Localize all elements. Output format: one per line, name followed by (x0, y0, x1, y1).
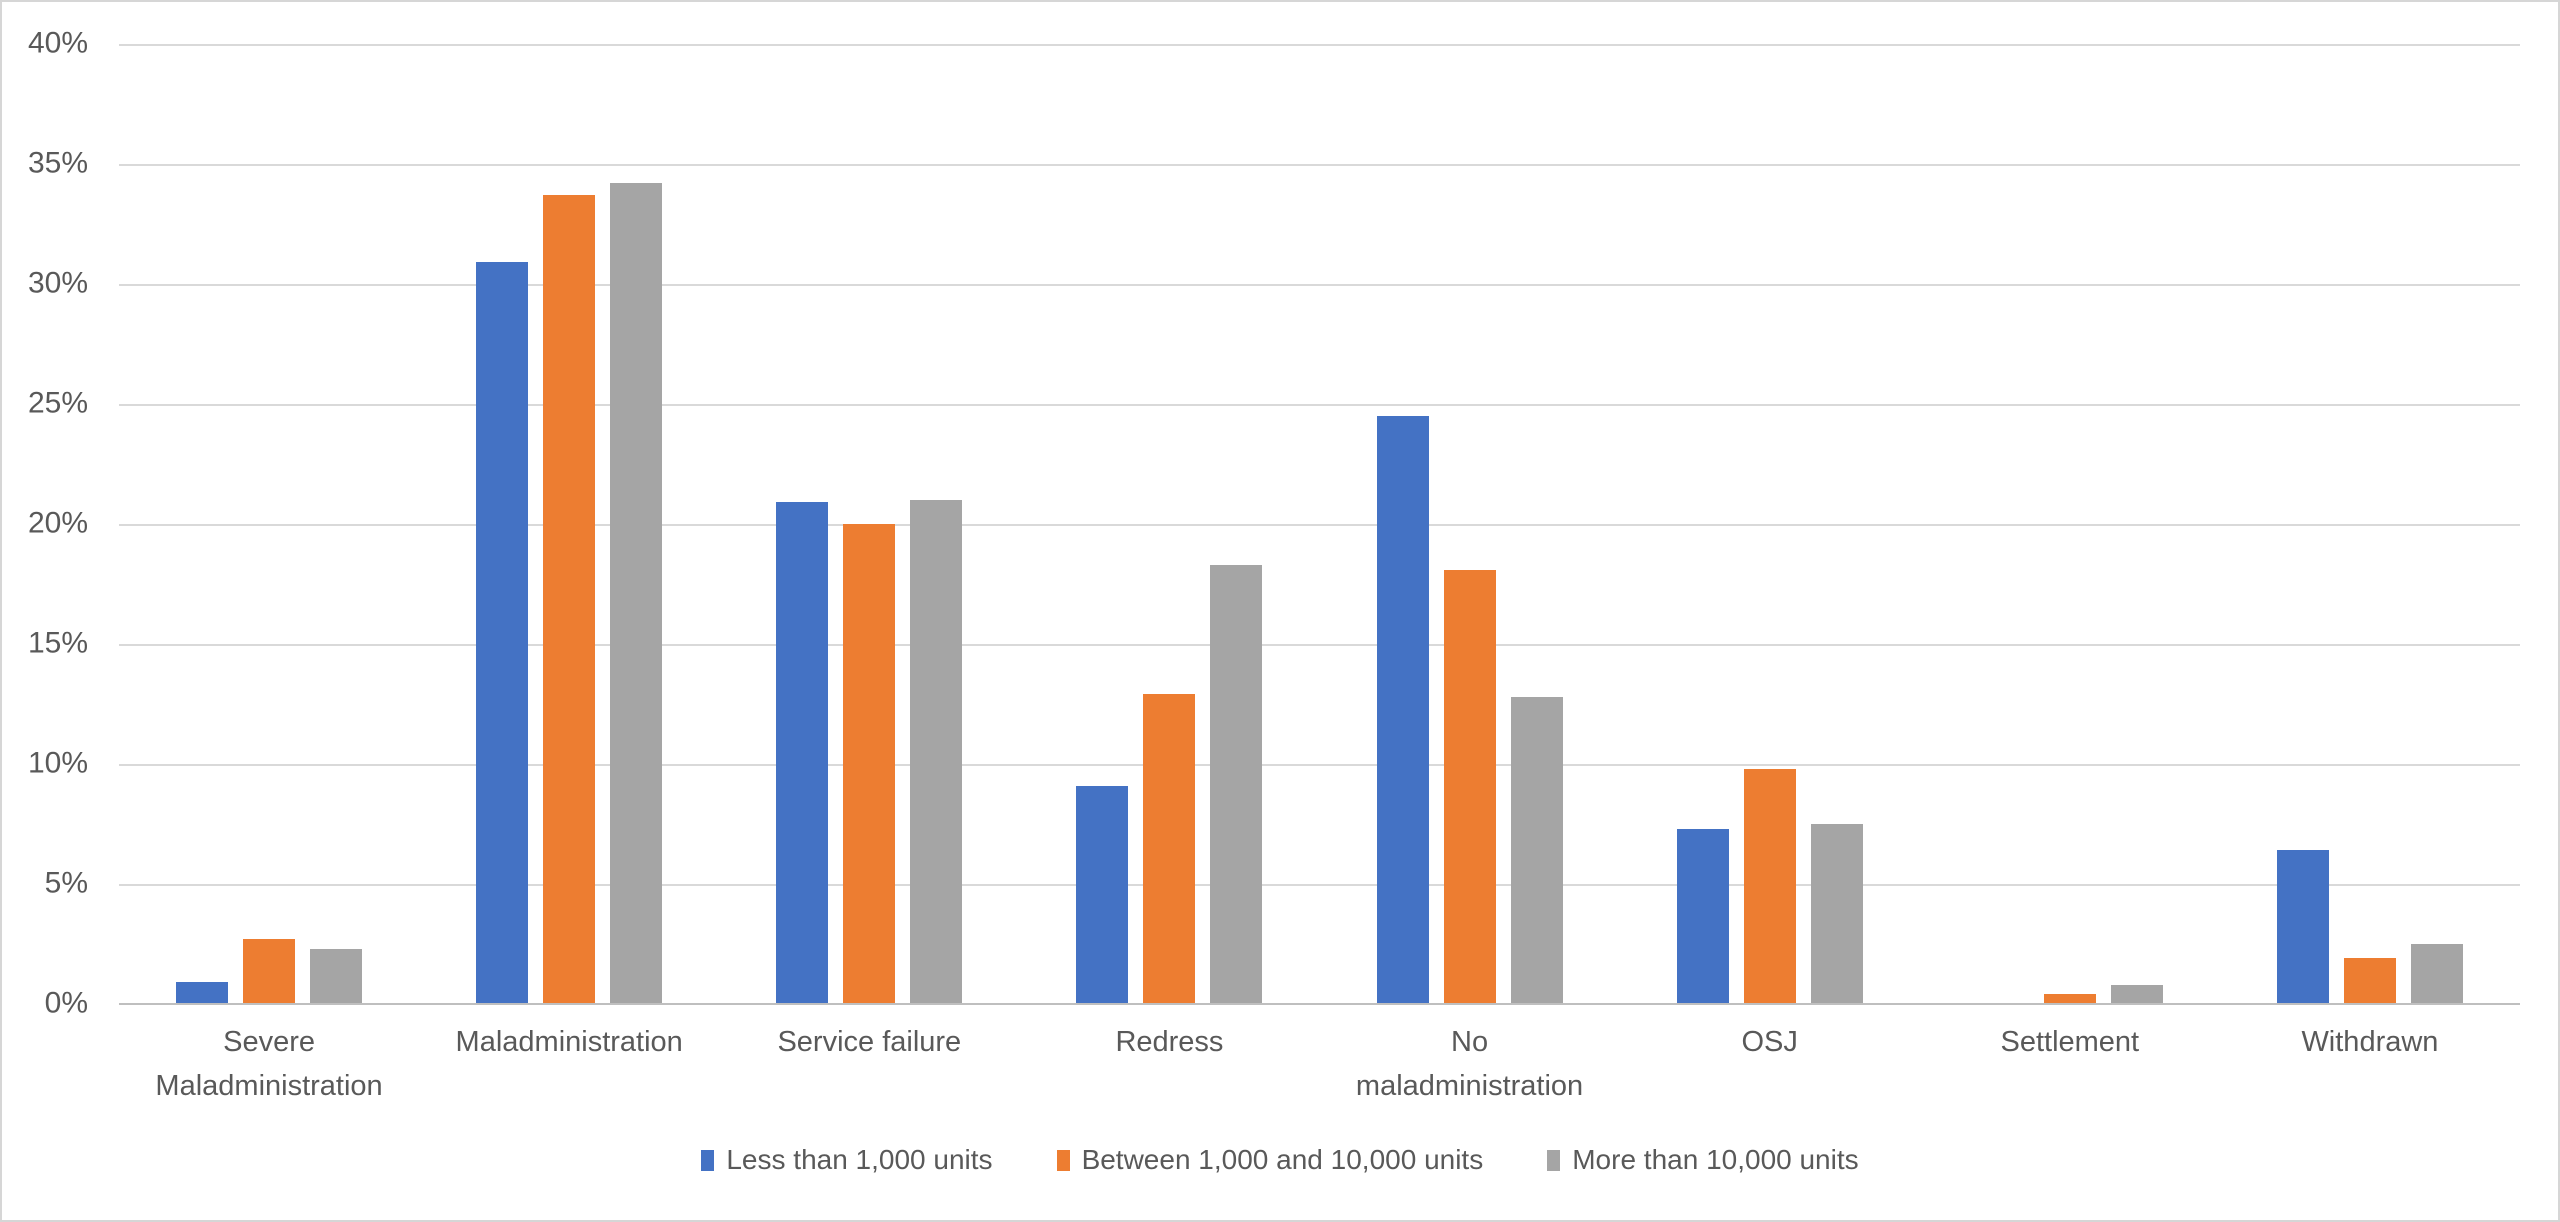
bar-group (719, 44, 1019, 1004)
y-tick-label: 0% (44, 986, 88, 1020)
category-label: OSJ (1741, 1026, 1798, 1058)
bar-group (2220, 44, 2520, 1004)
bar-series2-cat3 (1210, 565, 1263, 1004)
bar-series0-cat3 (1076, 786, 1129, 1004)
bar-group (1320, 44, 1620, 1004)
category-label-slot: Maladministration (419, 1020, 719, 1108)
bar-series2-cat7 (2410, 944, 2463, 1004)
bar-group (419, 44, 719, 1004)
bar-group (119, 44, 419, 1004)
bar-series2-cat6 (2110, 985, 2163, 1004)
legend: Less than 1,000 units Between 1,000 and 1… (2, 1144, 2558, 1176)
bar-series0-cat1 (476, 262, 529, 1004)
legend-label: Less than 1,000 units (726, 1144, 993, 1175)
bar-group (1019, 44, 1319, 1004)
x-axis-category-labels: Severe Maladministration Maladministratio… (119, 1020, 2520, 1108)
y-tick-label: 5% (44, 866, 88, 900)
gridline (119, 524, 2520, 526)
legend-item-series2: More than 10,000 units (1547, 1144, 1859, 1176)
bar-series1-cat5 (1743, 769, 1796, 1004)
bar-series0-cat5 (1676, 829, 1729, 1004)
y-tick-label: 15% (27, 626, 88, 660)
bar-series1-cat6 (2043, 994, 2096, 1004)
category-label: Severe Maladministration (155, 1026, 383, 1102)
bar-series2-cat4 (1510, 697, 1563, 1004)
bar-group (1620, 44, 1920, 1004)
y-tick-label: 20% (27, 506, 88, 540)
y-tick-label: 10% (27, 746, 88, 780)
y-axis: 40% 35% 30% 25% 20% 15% 10% 5% 0% (2, 26, 102, 1019)
category-label: Service failure (777, 1026, 962, 1058)
bar-series2-cat0 (310, 949, 363, 1004)
bar-series2-cat2 (910, 500, 963, 1004)
bar-series1-cat4 (1443, 570, 1496, 1004)
legend-swatch-icon (1547, 1149, 1561, 1171)
legend-label: Between 1,000 and 10,000 units (1081, 1144, 1484, 1175)
bar-series1-cat1 (543, 195, 596, 1004)
category-label: Settlement (2000, 1026, 2140, 1058)
legend-label: More than 10,000 units (1572, 1144, 1859, 1175)
category-label-slot: OSJ (1620, 1020, 1920, 1108)
bar-series0-cat4 (1376, 416, 1429, 1004)
category-label: Withdrawn (2301, 1026, 2439, 1058)
legend-item-series0: Less than 1,000 units (701, 1144, 993, 1176)
bar-series1-cat7 (2343, 958, 2396, 1004)
category-label-slot: Severe Maladministration (119, 1020, 419, 1108)
y-tick-label: 25% (27, 386, 88, 420)
gridline (119, 404, 2520, 406)
category-label-slot: Redress (1019, 1020, 1319, 1108)
category-label: No maladministration (1355, 1026, 1584, 1102)
category-label-slot: Service failure (719, 1020, 1019, 1108)
category-label: Maladministration (455, 1026, 683, 1058)
category-label-slot: No maladministration (1320, 1020, 1620, 1108)
bar-series1-cat3 (1143, 694, 1196, 1004)
bar-series0-cat0 (176, 982, 229, 1004)
plot-area (119, 44, 2520, 1005)
x-axis-line (119, 1003, 2520, 1005)
gridline (119, 164, 2520, 166)
category-label-slot: Settlement (1920, 1020, 2220, 1108)
bar-series0-cat2 (776, 502, 829, 1004)
bar-series1-cat2 (843, 524, 896, 1004)
gridline (119, 284, 2520, 286)
y-tick-label: 30% (27, 266, 88, 300)
bar-series1-cat0 (243, 939, 296, 1004)
bar-series0-cat7 (2276, 850, 2329, 1004)
legend-swatch-icon (1056, 1149, 1070, 1171)
bar-group (1920, 44, 2220, 1004)
legend-item-series1: Between 1,000 and 10,000 units (1056, 1144, 1484, 1176)
y-tick-label: 35% (27, 146, 88, 180)
y-tick-label: 40% (27, 26, 88, 60)
gridline (119, 884, 2520, 886)
gridline (119, 644, 2520, 646)
legend-swatch-icon (701, 1149, 715, 1171)
gridline (119, 764, 2520, 766)
bar-series2-cat5 (1810, 824, 1863, 1004)
category-label-slot: Withdrawn (2220, 1020, 2520, 1108)
bars-area (119, 44, 2520, 1004)
category-label: Redress (1115, 1026, 1224, 1058)
gridline (119, 44, 2520, 46)
bar-series2-cat1 (610, 183, 663, 1004)
